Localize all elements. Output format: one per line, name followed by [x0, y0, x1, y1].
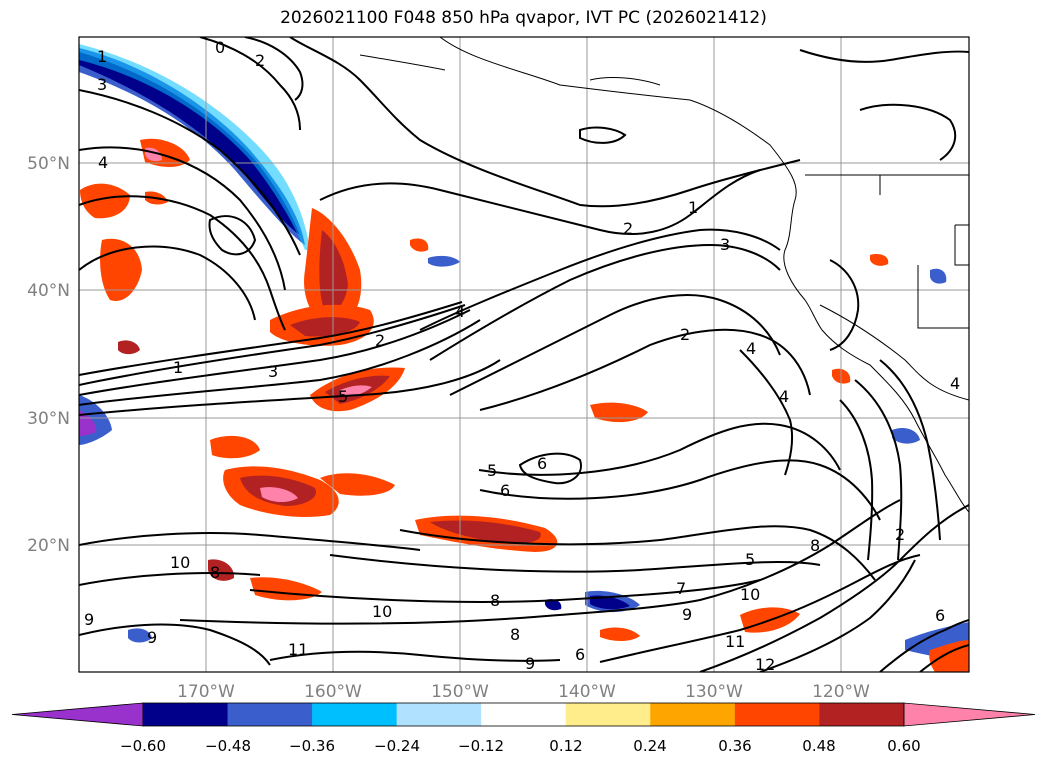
colorbar-segment [481, 703, 567, 726]
colorbar-ticks: −0.60 −0.48 −0.36 −0.24 −0.12 0.12 0.24 … [120, 737, 921, 755]
contour-labels: 1 3 0 4 2 1 3 2 4 1 2 3 5 6 5 6 2 4 4 4 … [84, 38, 960, 674]
map-frame [78, 36, 970, 673]
contour-label: 8 [210, 563, 220, 582]
colorbar-segment [650, 703, 736, 726]
colorbar-tick-label: 0.48 [802, 737, 835, 755]
contour-label: 7 [676, 579, 686, 598]
contour-label: 12 [755, 655, 775, 674]
colorbar-segment [734, 703, 820, 726]
graticule [79, 37, 969, 672]
negative-anomaly-fills [79, 44, 969, 660]
contour-label: 2 [375, 331, 385, 350]
colorbar-tick-label: −0.24 [374, 737, 420, 755]
contour-label: 5 [338, 387, 348, 406]
contour-label: 5 [487, 461, 497, 480]
lon-label: 170°W [177, 682, 235, 702]
lon-label: 130°W [685, 682, 743, 702]
colorbar-tick-label: −0.12 [458, 737, 504, 755]
colorbar-tick-label: 0.12 [549, 737, 582, 755]
latitude-axis: 50°N 40°N 30°N 20°N [27, 154, 70, 556]
lon-label: 140°W [558, 682, 616, 702]
contour-label: 2 [895, 525, 905, 544]
contour-label: 9 [525, 654, 535, 673]
contour-label: 11 [288, 640, 308, 659]
contour-label: 1 [97, 47, 107, 66]
colorbar-segment [143, 703, 229, 726]
contour-label: 3 [720, 235, 730, 254]
colorbar-frame [142, 702, 905, 727]
contour-label: 9 [147, 628, 157, 647]
contour-label: 2 [255, 51, 265, 70]
lat-label: 50°N [27, 154, 70, 174]
contour-label: 11 [725, 632, 745, 651]
lon-label: 120°W [812, 682, 870, 702]
colorbar-tick-label: 0.60 [887, 737, 920, 755]
longitude-axis: 170°W 160°W 150°W 140°W 130°W 120°W [177, 682, 870, 702]
contour-label: 9 [682, 605, 692, 624]
contour-label: 4 [746, 339, 756, 358]
colorbar-segment [227, 703, 313, 726]
contour-label: 6 [575, 645, 585, 664]
contour-label: 4 [455, 302, 465, 321]
contour-label: 1 [173, 358, 183, 377]
contour-label: 10 [372, 602, 392, 621]
contour-label: 10 [740, 585, 760, 604]
colorbar-tick-label: 0.24 [633, 737, 666, 755]
contour-label: 4 [98, 153, 108, 172]
colorbar-tick-label: −0.48 [205, 737, 251, 755]
lat-label: 40°N [27, 281, 70, 301]
map-title: 2026021100 F048 850 hPa qvapor, IVT PC (… [280, 8, 767, 28]
colorbar-extend-low [11, 702, 144, 727]
contour-label: 8 [490, 591, 500, 610]
lon-label: 150°W [431, 682, 489, 702]
contour-label: 4 [950, 374, 960, 393]
contour-label: 9 [84, 610, 94, 629]
colorbar-tick-label: −0.36 [289, 737, 335, 755]
contour-label: 6 [935, 606, 945, 625]
contour-label: 6 [500, 481, 510, 500]
ivt-contours [79, 37, 969, 672]
contour-label: 10 [170, 553, 190, 572]
lat-label: 30°N [27, 409, 70, 429]
contour-label: 6 [537, 454, 547, 473]
contour-label: 4 [779, 387, 789, 406]
colorbar [11, 702, 1036, 727]
contour-label: 5 [745, 550, 755, 569]
lat-label: 20°N [27, 536, 70, 556]
contour-label: 2 [680, 325, 690, 344]
contour-label: 3 [268, 362, 278, 381]
contour-label: 1 [688, 198, 698, 217]
coastlines [359, 37, 969, 513]
colorbar-segment [565, 703, 651, 726]
contour-label: 8 [510, 625, 520, 644]
contour-label: 8 [810, 536, 820, 555]
contour-label: 3 [97, 75, 107, 94]
contour-label: 2 [623, 219, 633, 238]
colorbar-extend-high [903, 702, 1036, 727]
colorbar-segment [396, 703, 482, 726]
colorbar-segment [312, 703, 398, 726]
contour-label: 0 [215, 38, 225, 57]
lon-label: 160°W [304, 682, 362, 702]
colorbar-tick-label: −0.60 [120, 737, 166, 755]
colorbar-tick-label: 0.36 [718, 737, 751, 755]
colorbar-segment [819, 703, 905, 726]
positive-anomaly-fills [80, 138, 969, 672]
